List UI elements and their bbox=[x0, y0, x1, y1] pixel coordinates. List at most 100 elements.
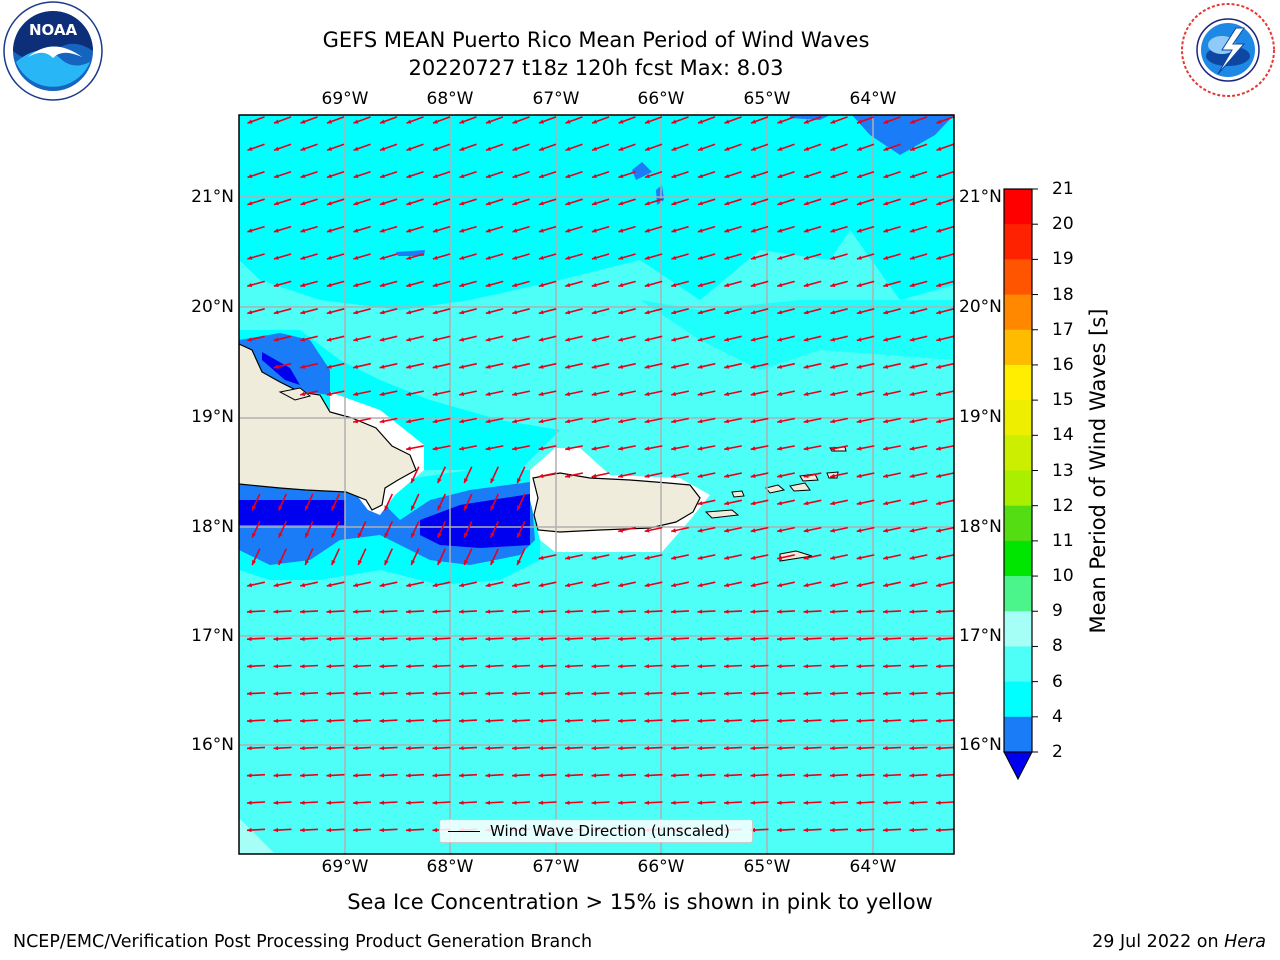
wind-wave-arrowhead bbox=[644, 746, 650, 751]
wind-wave-arrowhead bbox=[830, 691, 835, 696]
wind-wave-arrowhead bbox=[803, 609, 809, 614]
wind-wave-arrowhead bbox=[247, 746, 252, 751]
wind-wave-arrowhead bbox=[883, 282, 889, 288]
wind-wave-arrowhead bbox=[856, 282, 862, 288]
wind-wave-arrowhead bbox=[432, 664, 438, 669]
wind-wave-arrowhead bbox=[777, 718, 782, 723]
wind-wave-arrowhead bbox=[804, 119, 809, 124]
wind-wave-arrowhead bbox=[910, 119, 915, 124]
wind-wave-arrowhead bbox=[724, 718, 729, 723]
wind-wave-arrowhead bbox=[830, 718, 835, 723]
wind-wave-arrowhead bbox=[803, 282, 809, 288]
wind-wave-arrowhead bbox=[936, 446, 941, 451]
wind-wave-arrowhead bbox=[353, 718, 358, 723]
colorbar-tick-label: 13 bbox=[1052, 460, 1074, 481]
wind-wave-arrowhead bbox=[326, 609, 332, 614]
wind-wave-arrowhead bbox=[777, 827, 782, 833]
wind-wave-arrowhead bbox=[724, 664, 729, 669]
wind-wave-arrowhead bbox=[247, 718, 252, 723]
wind-wave-arrowhead bbox=[936, 364, 942, 369]
wind-wave-arrowhead bbox=[517, 478, 522, 484]
wind-wave-arrowhead bbox=[909, 636, 915, 642]
wind-wave-arrowhead bbox=[459, 718, 464, 723]
wind-wave-arrowhead bbox=[538, 364, 544, 369]
wind-wave-arrowhead bbox=[777, 555, 783, 560]
wind-wave-arrowhead bbox=[803, 337, 809, 342]
wind-wave-arrowhead bbox=[803, 255, 809, 260]
wind-wave-arrowhead bbox=[618, 773, 623, 778]
wind-wave-arrowhead bbox=[618, 609, 623, 614]
wind-wave-arrowhead bbox=[353, 800, 358, 805]
noaa-logo: NOAA bbox=[3, 1, 103, 101]
wind-wave-arrowhead bbox=[750, 282, 756, 288]
wind-wave-arrowhead bbox=[724, 174, 730, 179]
wind-wave-arrowhead bbox=[591, 746, 597, 751]
lat-label-left: 18°N bbox=[191, 517, 234, 537]
wind-wave-arrowhead bbox=[644, 582, 650, 588]
wind-wave-arrowhead bbox=[565, 119, 571, 124]
wind-wave-arrowhead bbox=[353, 636, 358, 642]
wind-wave-arrowhead bbox=[777, 501, 783, 506]
colorbar-tick-label: 6 bbox=[1052, 671, 1063, 692]
wind-wave-arrowhead bbox=[644, 364, 650, 369]
wind-wave-arrowhead bbox=[591, 201, 597, 206]
wind-wave-arrowhead bbox=[538, 691, 544, 696]
wind-wave-arrowhead bbox=[326, 718, 332, 723]
wind-wave-arrowhead bbox=[512, 282, 518, 288]
wind-wave-arrowhead bbox=[777, 282, 783, 288]
wind-wave-arrowhead bbox=[618, 800, 623, 805]
wind-wave-arrowhead bbox=[539, 146, 544, 151]
wind-wave-arrowhead bbox=[724, 636, 729, 642]
wind-wave-arrowhead bbox=[565, 773, 570, 778]
wind-wave-arrowhead bbox=[379, 310, 385, 315]
wind-wave-arrowhead bbox=[379, 664, 385, 669]
colorbar-tick-label: 16 bbox=[1052, 354, 1074, 375]
wind-wave-arrowhead bbox=[883, 419, 888, 424]
wind-wave-arrowhead bbox=[803, 364, 809, 369]
wind-wave-arrowhead bbox=[247, 827, 252, 833]
wind-wave-arrowhead bbox=[565, 255, 571, 260]
wind-wave-arrowhead bbox=[644, 228, 650, 233]
wind-wave-arrowhead bbox=[247, 228, 253, 233]
wind-wave-arrowhead bbox=[490, 532, 495, 538]
wind-wave-arrowhead bbox=[459, 746, 464, 751]
wind-wave-arrowhead bbox=[406, 228, 412, 233]
wind-wave-arrowhead bbox=[618, 582, 624, 588]
wind-wave-arrowhead bbox=[432, 228, 438, 233]
wind-wave-arrowhead bbox=[278, 560, 283, 565]
wind-wave-arrowhead bbox=[777, 746, 782, 751]
wind-wave-arrowhead bbox=[565, 282, 571, 288]
wind-wave-arrowhead bbox=[644, 282, 650, 288]
wind-wave-arrowhead bbox=[645, 119, 650, 124]
wind-wave-arrowhead bbox=[750, 201, 756, 206]
wind-wave-arrowhead bbox=[936, 528, 942, 533]
wind-wave-arrowhead bbox=[406, 582, 412, 588]
wind-wave-arrowhead bbox=[247, 255, 253, 260]
wind-wave-arrowhead bbox=[305, 505, 310, 511]
wind-wave-arrowhead bbox=[565, 664, 570, 669]
wind-wave-arrowhead bbox=[358, 560, 363, 565]
wind-wave-arrowhead bbox=[591, 555, 597, 560]
wind-wave-arrowhead bbox=[591, 282, 597, 288]
wind-wave-arrowhead bbox=[326, 827, 332, 833]
colorbar-band bbox=[1004, 505, 1032, 542]
wind-wave-arrowhead bbox=[830, 555, 836, 560]
wind-wave-arrowhead bbox=[724, 146, 730, 151]
wind-wave-arrowhead bbox=[830, 201, 836, 206]
wind-wave-arrowhead bbox=[538, 310, 544, 315]
wind-wave-arrowhead bbox=[697, 228, 703, 233]
wind-wave-arrowhead bbox=[591, 446, 597, 451]
lon-label-top: 66°W bbox=[637, 89, 685, 109]
wind-wave-arrowhead bbox=[936, 800, 941, 805]
wind-wave-arrowhead bbox=[406, 419, 411, 424]
wind-wave-arrowhead bbox=[379, 201, 385, 206]
wind-wave-arrowhead bbox=[326, 255, 332, 260]
wind-wave-arrowhead bbox=[671, 446, 676, 451]
wind-wave-arrowhead bbox=[856, 691, 862, 696]
wind-wave-arrowhead bbox=[539, 119, 544, 124]
wind-wave-arrowhead bbox=[353, 174, 359, 179]
footer-credit: NCEP/EMC/Verification Post Processing Pr… bbox=[13, 932, 593, 952]
wind-wave-arrowhead bbox=[300, 255, 306, 260]
wind-wave-arrowhead bbox=[326, 582, 332, 588]
wind-wave-arrowhead bbox=[433, 119, 438, 124]
